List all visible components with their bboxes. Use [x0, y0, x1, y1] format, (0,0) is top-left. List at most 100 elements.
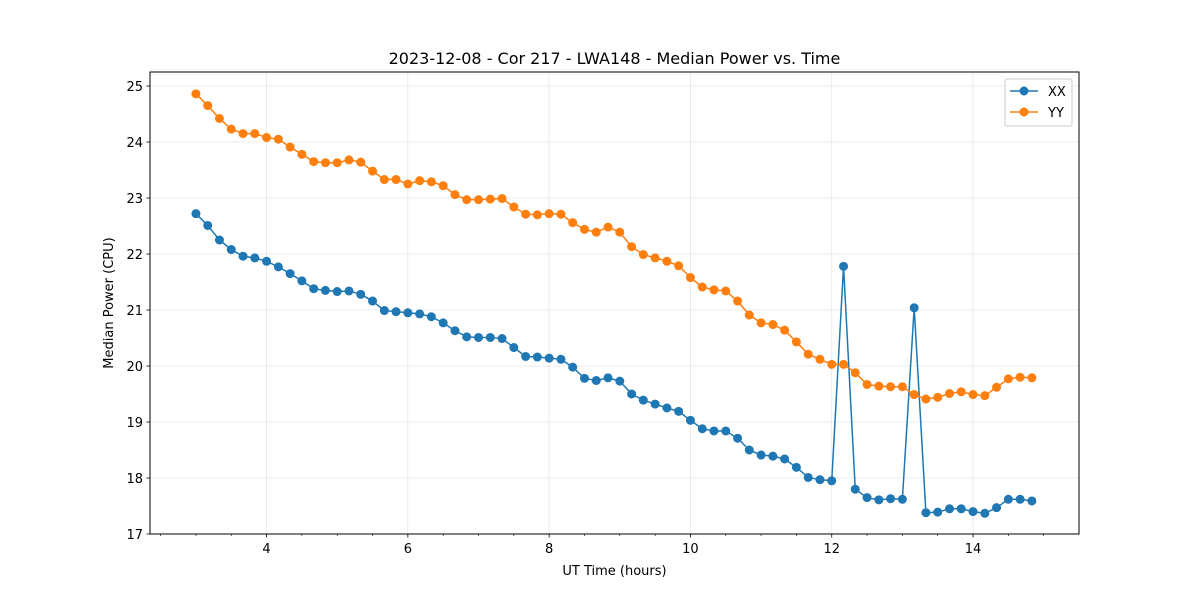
data-point-yy [203, 101, 213, 111]
data-point-xx [827, 476, 837, 486]
y-tick-label: 20 [126, 360, 143, 375]
data-point-yy [685, 273, 695, 283]
data-point-yy [650, 253, 660, 263]
chart-title: 2023-12-08 - Cor 217 - LWA148 - Median P… [389, 49, 841, 68]
data-point-xx [568, 362, 578, 372]
data-point-yy [956, 387, 966, 397]
data-point-xx [992, 503, 1002, 513]
data-point-yy [344, 155, 354, 165]
data-point-xx [497, 334, 507, 344]
data-point-xx [579, 373, 589, 383]
data-point-yy [379, 175, 389, 185]
data-point-yy [250, 129, 260, 139]
data-point-xx [662, 403, 672, 413]
data-point-xx [839, 261, 849, 271]
data-point-yy [297, 149, 307, 159]
data-point-yy [874, 381, 884, 391]
data-point-yy [839, 359, 849, 369]
data-point-yy [803, 349, 813, 359]
data-point-yy [579, 224, 589, 234]
data-point-xx [368, 296, 378, 306]
legend: XX YY [1004, 78, 1073, 127]
legend-label-yy: YY [1047, 106, 1064, 121]
y-tick-label: 23 [126, 192, 143, 207]
data-point-yy [721, 286, 731, 296]
data-point-xx [980, 508, 990, 518]
data-point-yy [497, 194, 507, 204]
data-point-yy [627, 242, 637, 252]
data-point-xx [238, 251, 248, 261]
data-point-xx [273, 262, 283, 272]
data-point-yy [615, 227, 625, 237]
data-point-xx [909, 303, 919, 313]
data-point-xx [721, 426, 731, 436]
data-point-xx [733, 433, 743, 443]
data-point-xx [933, 507, 943, 517]
legend-marker-xx [1019, 86, 1029, 96]
data-point-yy [709, 285, 719, 295]
plot-area-frame [149, 71, 1080, 535]
legend-label-xx: XX [1048, 85, 1066, 100]
data-point-yy [544, 209, 554, 219]
y-tick-label: 18 [126, 472, 143, 487]
data-point-yy [591, 227, 601, 237]
data-point-yy [921, 394, 931, 404]
data-point-yy [532, 210, 542, 220]
data-point-xx [438, 318, 448, 328]
data-point-yy [1015, 372, 1025, 382]
data-point-xx [709, 426, 719, 436]
data-point-xx [544, 353, 554, 363]
data-point-xx [674, 406, 684, 416]
data-point-yy [320, 158, 330, 168]
data-point-yy [509, 202, 519, 212]
data-point-xx [697, 424, 707, 434]
data-point-xx [521, 351, 531, 361]
data-point-xx [627, 389, 637, 399]
data-point-xx [532, 352, 542, 362]
data-point-xx [768, 451, 778, 461]
data-point-xx [1027, 496, 1037, 506]
y-tick-label: 24 [126, 136, 143, 151]
data-point-yy [697, 282, 707, 292]
data-point-xx [214, 235, 224, 245]
data-point-xx [921, 508, 931, 518]
data-point-yy [285, 142, 295, 152]
data-point-xx [262, 256, 272, 266]
data-point-xx [320, 285, 330, 295]
data-point-xx [297, 276, 307, 286]
data-point-xx [945, 504, 955, 514]
data-point-yy [273, 134, 283, 144]
data-point-yy [568, 218, 578, 228]
data-point-yy [862, 379, 872, 389]
data-point-xx [509, 343, 519, 353]
data-point-yy [933, 392, 943, 402]
data-point-yy [309, 157, 319, 167]
plot-series [191, 89, 1037, 518]
data-point-xx [862, 493, 872, 503]
data-point-yy [356, 157, 366, 167]
data-point-yy [945, 388, 955, 398]
data-point-yy [238, 129, 248, 139]
data-point-yy [474, 195, 484, 205]
data-point-yy [674, 261, 684, 271]
series-xx [191, 209, 1037, 518]
data-point-xx [309, 284, 319, 294]
legend-marker-yy [1019, 107, 1029, 117]
data-point-yy [332, 158, 342, 168]
data-point-xx [485, 332, 495, 342]
data-point-yy [403, 179, 413, 189]
data-point-yy [450, 190, 460, 200]
data-point-xx [591, 376, 601, 386]
y-tick-label: 17 [126, 528, 143, 543]
data-point-xx [203, 220, 213, 230]
data-point-yy [768, 320, 778, 330]
data-point-yy [733, 296, 743, 306]
data-point-yy [556, 209, 566, 219]
y-tick-label: 19 [126, 416, 143, 431]
data-point-yy [226, 124, 236, 134]
x-tick-label: 10 [682, 542, 699, 557]
data-point-xx [1003, 494, 1013, 504]
data-point-yy [662, 256, 672, 266]
